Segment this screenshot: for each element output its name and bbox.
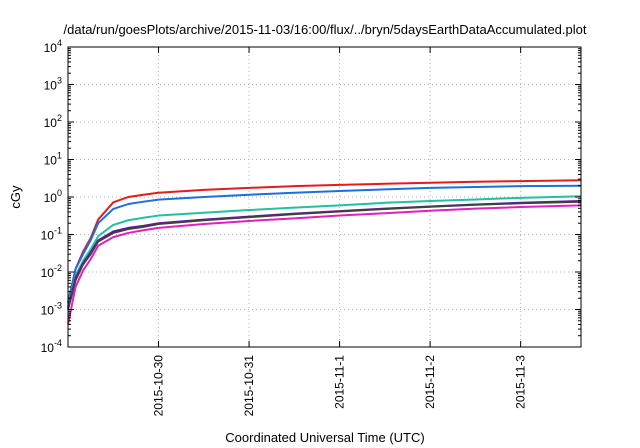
x-tick-label: 2015-10-31 bbox=[242, 355, 256, 417]
y-axis-label: cGy bbox=[8, 185, 23, 209]
y-tick-labels: 104 103 102 101 100 10-1 10-2 10-3 10-4 bbox=[41, 38, 62, 355]
x-tick-label: 2015-11-3 bbox=[514, 355, 528, 409]
y-tick-label: 102 bbox=[44, 113, 62, 130]
series-line-5 bbox=[67, 200, 582, 310]
y-tick-label: 10-3 bbox=[41, 301, 62, 318]
series-line-1 bbox=[67, 179, 582, 304]
series-line-6 bbox=[67, 204, 582, 325]
series-line-3 bbox=[67, 195, 582, 307]
series-line-2 bbox=[67, 184, 582, 304]
y-tick-label: 104 bbox=[44, 38, 62, 55]
y-tick-label: 100 bbox=[44, 188, 62, 205]
x-tick-labels: 2015-10-30 2015-10-31 2015-11-1 2015-11-2 20… bbox=[152, 355, 528, 417]
y-tick-label: 101 bbox=[44, 151, 62, 168]
grid bbox=[68, 47, 581, 347]
y-tick-label: 103 bbox=[44, 76, 62, 93]
y-tick-label: 10-4 bbox=[41, 338, 62, 355]
x-tick-label: 2015-11-1 bbox=[333, 355, 347, 409]
x-tick-label: 2015-11-2 bbox=[423, 355, 437, 409]
series-lines bbox=[67, 179, 582, 325]
y-tick-label: 10-1 bbox=[41, 226, 62, 243]
x-axis-label: Coordinated Universal Time (UTC) bbox=[225, 430, 424, 445]
y-tick-label: 10-2 bbox=[41, 263, 62, 280]
tick-marks bbox=[68, 46, 581, 348]
x-tick-label: 2015-10-30 bbox=[152, 355, 166, 417]
chart-title: /data/run/goesPlots/archive/2015-11-03/1… bbox=[64, 22, 587, 37]
